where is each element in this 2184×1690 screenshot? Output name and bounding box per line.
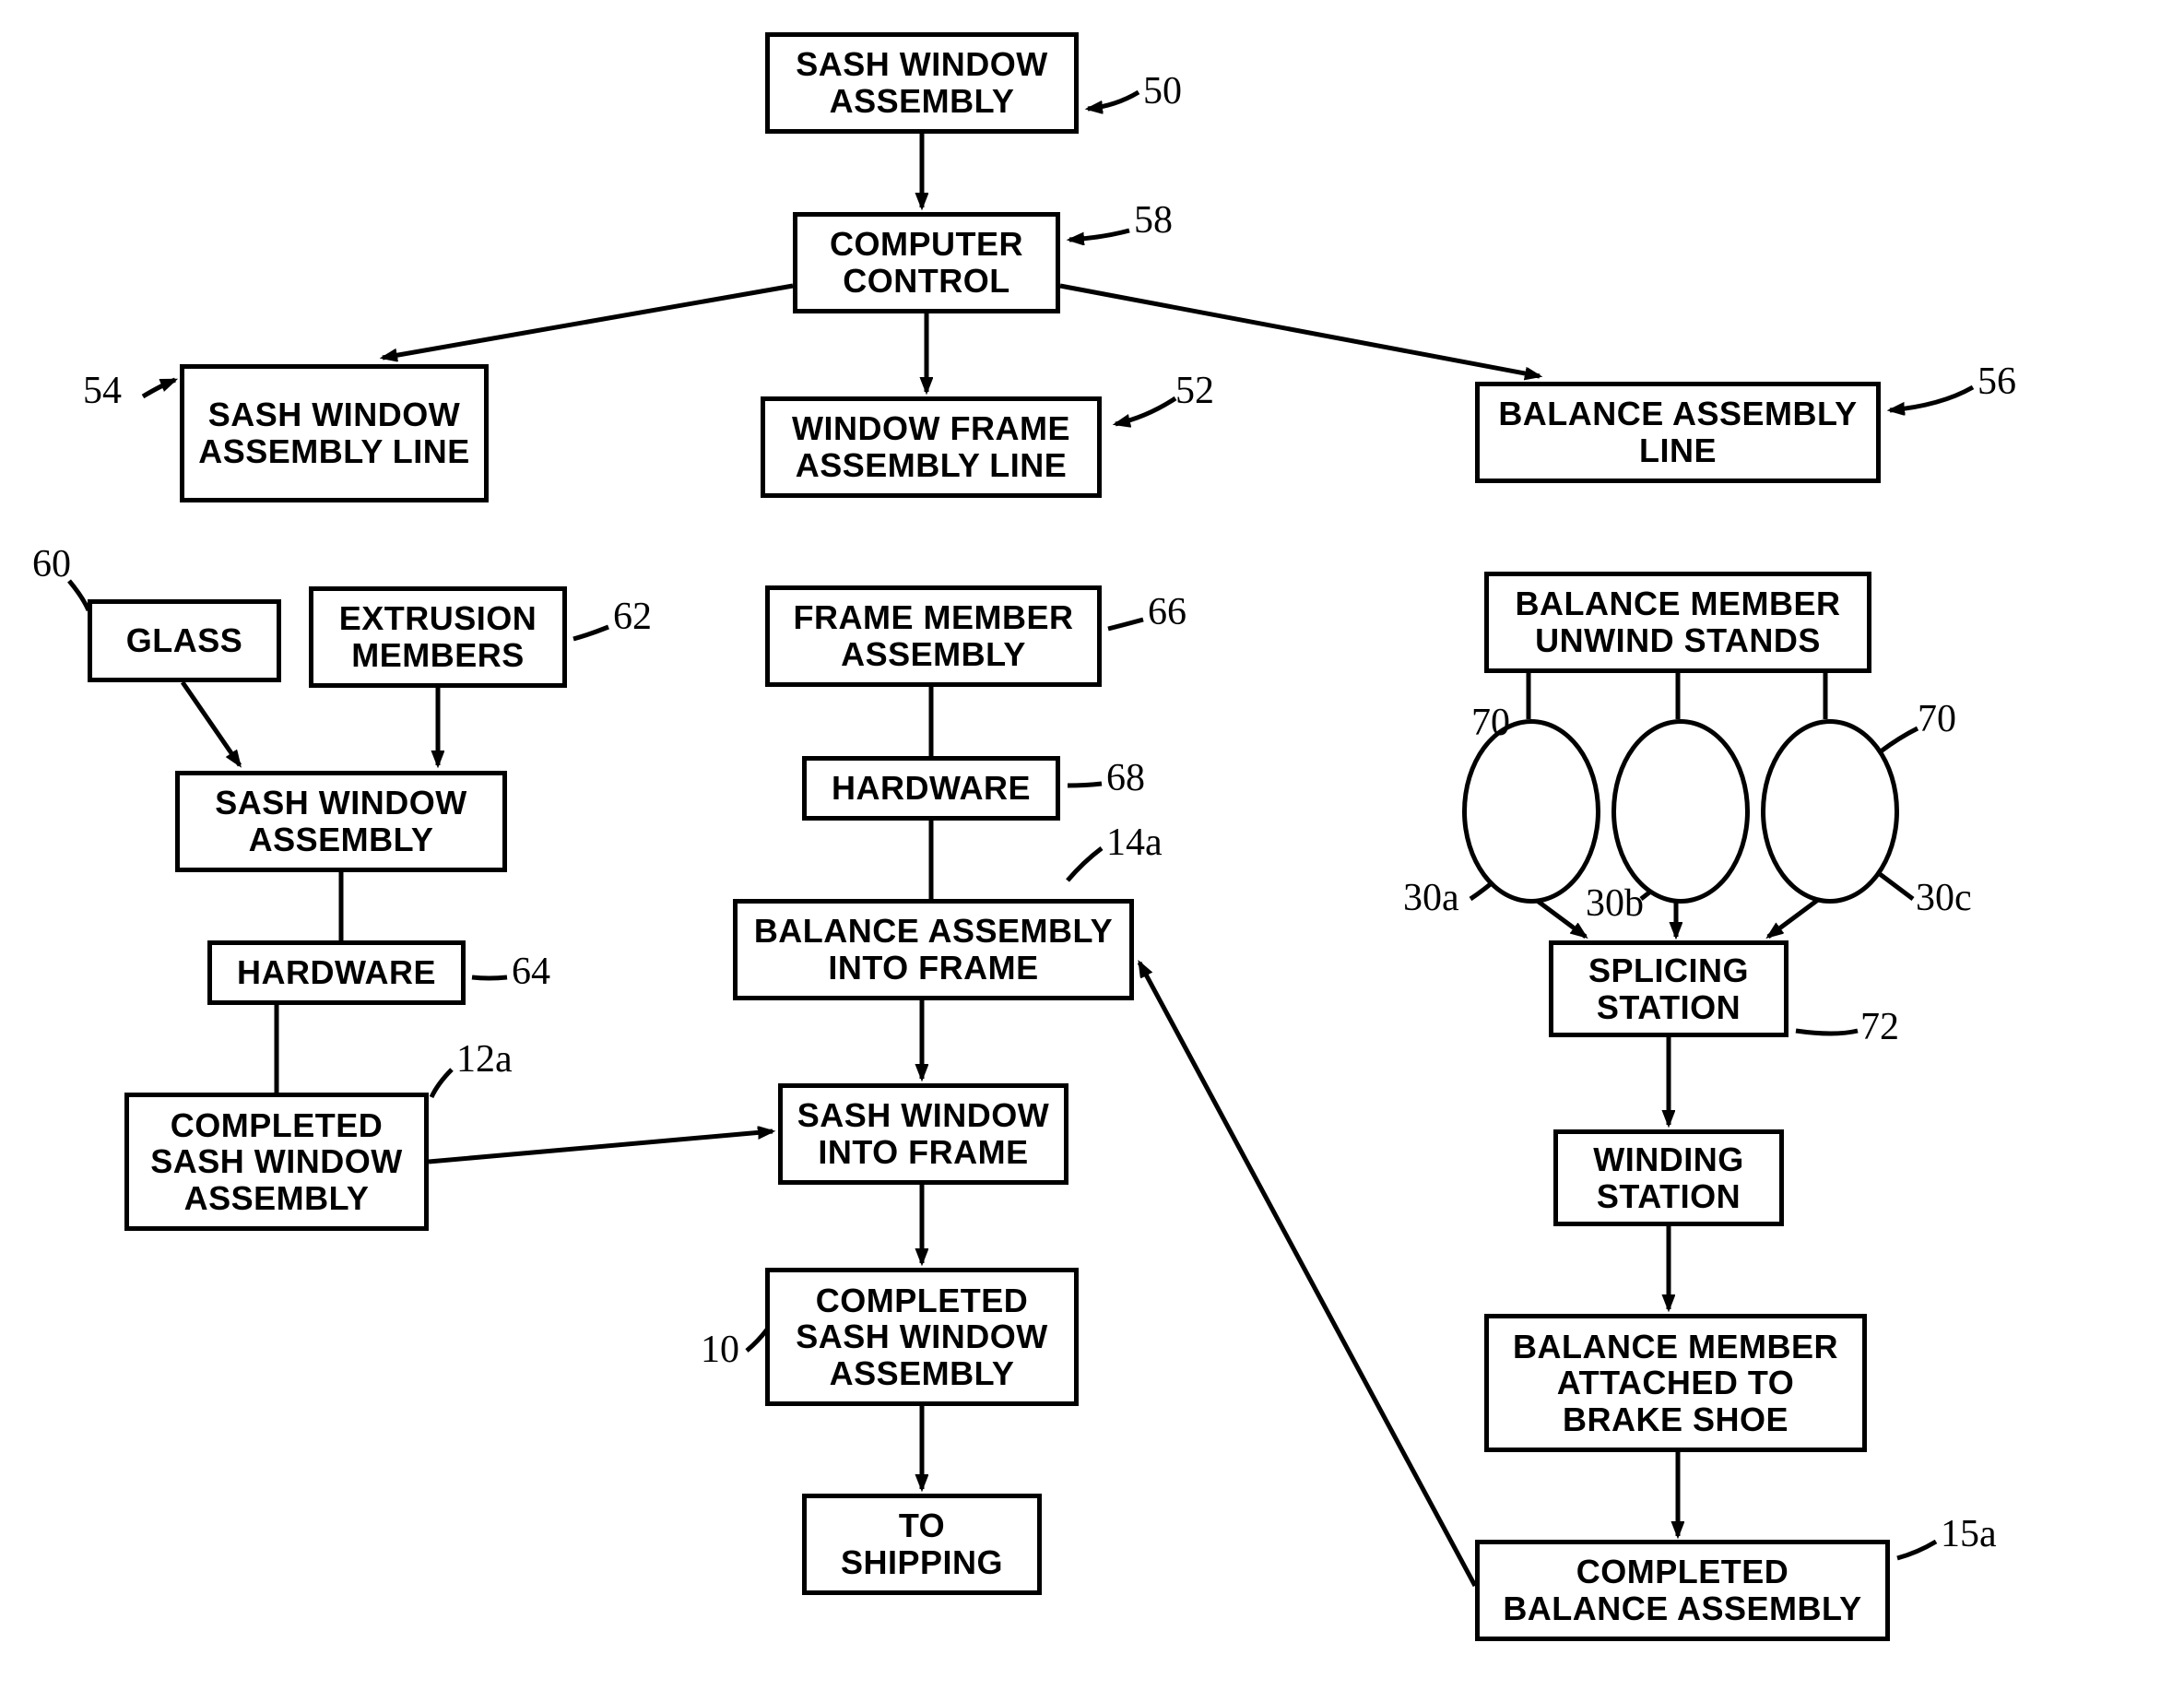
ref-70a: 70 bbox=[1471, 701, 1510, 745]
node-label: HARDWARE bbox=[237, 954, 436, 991]
node-label: BALANCE MEMBER UNWIND STANDS bbox=[1498, 585, 1858, 658]
ellipse-spool-30b bbox=[1611, 719, 1750, 904]
ellipse-spool-30c bbox=[1761, 719, 1899, 904]
node-label: COMPLETED SASH WINDOW ASSEMBLY bbox=[779, 1282, 1065, 1392]
node-splicing-station: SPLICING STATION bbox=[1549, 940, 1789, 1037]
node-sash-window-into-frame: SASH WINDOW INTO FRAME bbox=[778, 1083, 1068, 1185]
node-completed-balance-assembly: COMPLETED BALANCE ASSEMBLY bbox=[1475, 1540, 1890, 1641]
ref-12a: 12a bbox=[456, 1037, 513, 1081]
node-label: BALANCE ASSEMBLY INTO FRAME bbox=[747, 913, 1120, 986]
node-label: TO SHIPPING bbox=[816, 1507, 1028, 1580]
ref-10: 10 bbox=[701, 1328, 739, 1372]
ref-54: 54 bbox=[83, 369, 122, 413]
ref-15a: 15a bbox=[1941, 1512, 1997, 1556]
node-label: SASH WINDOW ASSEMBLY bbox=[779, 46, 1065, 119]
node-label: HARDWARE bbox=[832, 770, 1031, 807]
node-label: SASH WINDOW ASSEMBLY bbox=[189, 785, 493, 857]
node-completed-sash-window-assembly-center: COMPLETED SASH WINDOW ASSEMBLY bbox=[765, 1268, 1079, 1406]
ref-52: 52 bbox=[1175, 369, 1214, 413]
flowchart-canvas: SASH WINDOW ASSEMBLY COMPUTER CONTROL SA… bbox=[0, 0, 2184, 1690]
node-winding-station: WINDING STATION bbox=[1553, 1129, 1784, 1226]
ref-14a: 14a bbox=[1106, 821, 1163, 865]
ref-56: 56 bbox=[1977, 360, 2016, 404]
node-label: WINDING STATION bbox=[1567, 1141, 1770, 1214]
node-extrusion-members: EXTRUSION MEMBERS bbox=[309, 586, 567, 688]
node-frame-member-assembly: FRAME MEMBER ASSEMBLY bbox=[765, 585, 1102, 687]
node-computer-control: COMPUTER CONTROL bbox=[793, 212, 1060, 313]
node-label: COMPLETED SASH WINDOW ASSEMBLY bbox=[138, 1107, 415, 1217]
node-label: BALANCE ASSEMBLY LINE bbox=[1489, 396, 1867, 468]
node-label: GLASS bbox=[126, 622, 243, 659]
ref-50: 50 bbox=[1143, 69, 1182, 113]
node-to-shipping: TO SHIPPING bbox=[802, 1494, 1042, 1595]
node-completed-sash-window-assembly-left: COMPLETED SASH WINDOW ASSEMBLY bbox=[124, 1093, 429, 1231]
node-label: BALANCE MEMBER ATTACHED TO BRAKE SHOE bbox=[1498, 1329, 1853, 1438]
ref-62: 62 bbox=[613, 595, 652, 639]
ref-58: 58 bbox=[1134, 198, 1173, 242]
node-label: SASH WINDOW ASSEMBLY LINE bbox=[194, 396, 475, 469]
node-label: COMPLETED BALANCE ASSEMBLY bbox=[1489, 1554, 1876, 1626]
node-balance-assembly-into-frame: BALANCE ASSEMBLY INTO FRAME bbox=[733, 899, 1134, 1000]
node-hardware-center: HARDWARE bbox=[802, 756, 1060, 821]
node-sash-window-assembly-top: SASH WINDOW ASSEMBLY bbox=[765, 32, 1079, 134]
node-sash-window-assembly-line: SASH WINDOW ASSEMBLY LINE bbox=[180, 364, 489, 502]
node-hardware-left: HARDWARE bbox=[207, 940, 466, 1005]
node-label: FRAME MEMBER ASSEMBLY bbox=[779, 599, 1088, 672]
ref-30c: 30c bbox=[1916, 876, 1972, 920]
ref-64: 64 bbox=[512, 950, 550, 994]
ellipse-spool-30a bbox=[1462, 719, 1600, 904]
node-label: COMPUTER CONTROL bbox=[807, 226, 1046, 299]
node-balance-assembly-line: BALANCE ASSEMBLY LINE bbox=[1475, 382, 1881, 483]
node-balance-member-brake-shoe: BALANCE MEMBER ATTACHED TO BRAKE SHOE bbox=[1484, 1314, 1867, 1452]
ref-30b: 30b bbox=[1586, 881, 1644, 926]
ref-68: 68 bbox=[1106, 756, 1145, 800]
ref-30a: 30a bbox=[1403, 876, 1459, 920]
ref-60: 60 bbox=[32, 542, 71, 586]
ref-70b: 70 bbox=[1918, 697, 1956, 741]
node-window-frame-assembly-line: WINDOW FRAME ASSEMBLY LINE bbox=[761, 396, 1102, 498]
node-glass: GLASS bbox=[88, 599, 281, 682]
ref-72: 72 bbox=[1860, 1005, 1899, 1049]
ref-66: 66 bbox=[1148, 590, 1186, 634]
node-balance-member-unwind-stands: BALANCE MEMBER UNWIND STANDS bbox=[1484, 572, 1871, 673]
node-sash-window-assembly-mid: SASH WINDOW ASSEMBLY bbox=[175, 771, 507, 872]
node-label: SASH WINDOW INTO FRAME bbox=[792, 1097, 1055, 1170]
node-label: SPLICING STATION bbox=[1563, 952, 1775, 1025]
node-label: EXTRUSION MEMBERS bbox=[323, 600, 553, 673]
node-label: WINDOW FRAME ASSEMBLY LINE bbox=[774, 410, 1088, 483]
